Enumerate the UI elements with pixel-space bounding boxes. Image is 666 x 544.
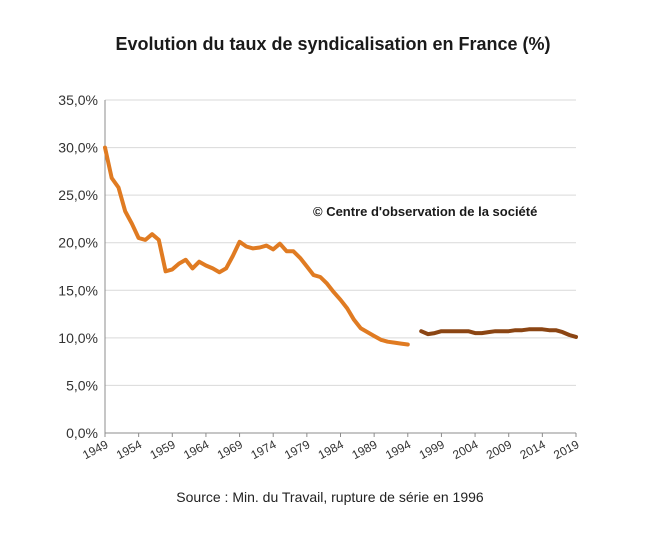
x-tick-label: 2004 [450,437,480,462]
y-tick-labels: 0,0% 5,0% 10,0% 15,0% 20,0% 25,0% 30,0% 35,0% [58,92,98,441]
y-tick-label: 25,0% [58,187,98,203]
x-tick-label: 1979 [282,437,312,462]
x-tick-label: 2019 [551,437,581,462]
x-tick-label: 2014 [518,437,548,462]
y-tick-label: 0,0% [66,425,98,441]
copyright-annotation: © Centre d'observation de la société [313,204,537,219]
y-tick-label: 30,0% [58,140,98,156]
y-tick-label: 20,0% [58,235,98,251]
x-tick-label: 1964 [181,437,211,462]
x-tick-labels: 1949 1954 1959 1964 1969 1974 1979 1984 1989 1994… [80,433,582,462]
x-tick-label: 1994 [383,437,413,462]
source-note: Source : Min. du Travail, rupture de sér… [176,489,484,505]
y-tick-label: 35,0% [58,92,98,108]
series-line-2 [419,327,578,339]
y-tick-label: 15,0% [58,282,98,298]
x-tick-label: 1989 [349,437,379,462]
y-tick-label: 5,0% [66,377,98,393]
gridlines [105,99,576,386]
series-line-1 [103,145,410,347]
series-lines [103,145,578,347]
x-tick-label: 1959 [148,437,178,462]
y-tick-label: 10,0% [58,330,98,346]
x-tick-label: 1954 [114,437,144,462]
x-tick-label: 1974 [248,437,278,462]
x-tick-label: 1969 [215,437,245,462]
x-tick-label: 2009 [484,437,514,462]
chart-title: Evolution du taux de syndicalisation en … [115,34,550,54]
x-tick-label: 1999 [417,437,447,462]
x-tick-label: 1984 [316,437,346,462]
